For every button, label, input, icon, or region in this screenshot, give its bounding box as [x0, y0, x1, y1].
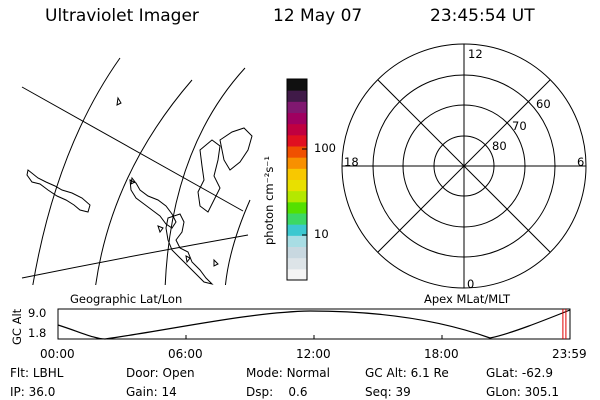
altitude-curve [57, 309, 571, 340]
colorbar-segment [287, 168, 307, 180]
status-mode: Mode: Normal [246, 366, 330, 380]
mlt-label-right: 6 [577, 155, 585, 169]
mlt-label-bottom: 0 [467, 277, 475, 291]
altitude-plot [57, 308, 571, 340]
colorbar-frame [286, 78, 308, 281]
instrument-title: Ultraviolet Imager [45, 6, 199, 26]
map-grid-line [21, 234, 249, 279]
x-tick-0000: 00:00 [40, 347, 75, 361]
island [213, 258, 219, 267]
alt-tick-max: 9.0 [28, 306, 47, 320]
mlat-label-60: 60 [536, 97, 551, 111]
x-tick-2359: 23:59 [552, 347, 587, 361]
colorbar-segment [287, 190, 307, 203]
colorbar-segment [287, 257, 307, 270]
colorbar-segment [287, 146, 307, 158]
island [116, 96, 122, 106]
polar-plot [341, 43, 587, 289]
altitude-x-ticks [57, 335, 571, 339]
colorbar-tick-100: 100 [314, 141, 336, 155]
mlt-diagonal [377, 79, 551, 253]
status-glon: GLon: 305.1 [486, 385, 559, 399]
colorbar-segment [287, 268, 307, 281]
alt-tick-min: 1.8 [28, 326, 47, 340]
colorbar-segment [287, 101, 307, 113]
colorbar-segment [287, 123, 307, 136]
map-grid-line [95, 79, 193, 285]
mlt-label-top: 12 [468, 47, 483, 61]
status-flt: Flt: LBHL [10, 366, 64, 380]
colorbar-segment [287, 224, 307, 236]
mlat-label-70: 70 [512, 119, 527, 133]
island [157, 225, 164, 234]
colorbar-segment [287, 112, 307, 125]
gc-alt-axis-label: GC Alt [10, 308, 24, 345]
map-grid-line [224, 199, 251, 285]
colorbar-segment [287, 201, 307, 214]
colorbar-segment [287, 213, 307, 225]
apex-label: Apex MLat/MLT [424, 292, 511, 306]
x-tick-1800: 18:00 [424, 347, 459, 361]
colorbar-tick-10: 10 [314, 227, 329, 241]
colorbar-segment [287, 134, 307, 147]
status-ip: IP: 36.0 [10, 385, 56, 399]
date-label: 12 May 07 [273, 6, 363, 26]
coastline [165, 213, 214, 285]
x-tick-0600: 06:00 [168, 347, 203, 361]
coastline [219, 127, 253, 171]
mlt-label-left: 18 [344, 155, 359, 169]
map-grid-line [164, 67, 246, 285]
status-door: Door: Open [126, 366, 195, 380]
island [185, 255, 191, 264]
colorbar-segment [287, 235, 307, 247]
colorbar-segment [287, 90, 307, 102]
coastline [197, 139, 221, 213]
status-gain: Gain: 14 [126, 385, 177, 399]
geographic-map [21, 57, 253, 285]
colorbar-segment [287, 79, 307, 91]
coastline [26, 169, 91, 213]
coastline [129, 179, 177, 229]
time-label: 23:45:54 UT [430, 6, 535, 26]
colorbar-unit-label: photon cm⁻²s⁻¹ [262, 156, 276, 245]
map-grid-line [32, 57, 121, 285]
colorbar-segment [287, 246, 307, 259]
island [130, 176, 136, 185]
map-grid-line [21, 86, 244, 212]
geographic-label: Geographic Lat/Lon [70, 292, 183, 306]
colorbar-segment [287, 179, 307, 192]
colorbar-segment [287, 157, 307, 169]
status-glat: GLat: -62.9 [486, 366, 553, 380]
x-tick-1200: 12:00 [296, 347, 331, 361]
colorbar [286, 78, 308, 281]
status-dsp: Dsp: 0.6 [246, 385, 308, 399]
mlat-label-80: 80 [492, 139, 507, 153]
current-time-marker [562, 309, 567, 339]
status-seq: Seq: 39 [365, 385, 411, 399]
status-gc-alt: GC Alt: 6.1 Re [365, 366, 449, 380]
